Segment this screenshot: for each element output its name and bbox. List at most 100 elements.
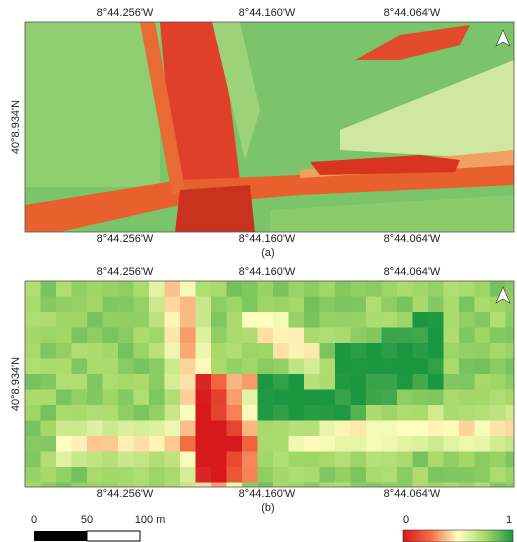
map-pixel xyxy=(506,359,517,375)
map-pixel xyxy=(211,328,227,344)
map-pixel xyxy=(165,297,181,313)
map-pixel xyxy=(320,467,336,483)
map-pixel xyxy=(320,421,336,437)
map-pixel xyxy=(180,405,196,421)
map-pixel xyxy=(56,405,72,421)
map-pixel xyxy=(320,359,336,375)
map-pixel xyxy=(351,483,367,499)
map-pixel xyxy=(149,281,165,297)
map-pixel xyxy=(41,312,57,328)
map-pixel xyxy=(459,343,475,359)
map-pixel xyxy=(134,452,150,468)
map-pixel xyxy=(428,405,444,421)
map-pixel xyxy=(428,467,444,483)
map-pixel xyxy=(366,483,382,499)
map-pixel xyxy=(149,421,165,437)
map-figure: 0 50 100 m 0 1 8°44.256'W8°44.160'W8°44.… xyxy=(0,0,517,542)
map-pixel xyxy=(490,374,506,390)
map-pixel xyxy=(180,343,196,359)
map-pixel xyxy=(382,467,398,483)
map-pixel xyxy=(335,343,351,359)
map-pixel xyxy=(134,405,150,421)
map-pixel xyxy=(475,281,491,297)
map-pixel xyxy=(444,436,460,452)
map-pixel xyxy=(180,281,196,297)
figure: 0 50 100 m 0 1 8°44.256'W8°44.160'W8°44.… xyxy=(0,0,517,542)
scale-label: 50 xyxy=(81,514,93,526)
map-pixel xyxy=(211,436,227,452)
map-pixel xyxy=(413,312,429,328)
map-pixel xyxy=(304,421,320,437)
map-pixel xyxy=(475,374,491,390)
map-pixel xyxy=(118,436,134,452)
map-pixel xyxy=(103,328,119,344)
map-pixel xyxy=(180,328,196,344)
map-pixel xyxy=(273,452,289,468)
map-pixel xyxy=(103,312,119,328)
map-pixel xyxy=(227,421,243,437)
map-pixel xyxy=(180,467,196,483)
map-pixel xyxy=(242,421,258,437)
map-pixel xyxy=(304,312,320,328)
scale-bar xyxy=(87,531,140,541)
map-pixel xyxy=(413,281,429,297)
map-pixel xyxy=(25,483,41,499)
map-pixel xyxy=(165,374,181,390)
map-pixel xyxy=(118,343,134,359)
map-pixel xyxy=(41,374,57,390)
map-pixel xyxy=(134,328,150,344)
map-pixel xyxy=(211,312,227,328)
map-pixel xyxy=(149,390,165,406)
map-pixel xyxy=(258,281,274,297)
map-pixel xyxy=(165,328,181,344)
map-pixel xyxy=(134,467,150,483)
map-pixel xyxy=(165,343,181,359)
map-pixel xyxy=(258,421,274,437)
map-pixel xyxy=(351,328,367,344)
map-pixel xyxy=(475,452,491,468)
map-pixel xyxy=(103,405,119,421)
map-pixel xyxy=(459,436,475,452)
map-pixel xyxy=(428,312,444,328)
map-pixel xyxy=(41,359,57,375)
map-pixel xyxy=(335,297,351,313)
map-pixel xyxy=(165,452,181,468)
map-pixel xyxy=(304,467,320,483)
map-pixel xyxy=(506,436,517,452)
map-pixel xyxy=(196,359,212,375)
map-pixel xyxy=(103,421,119,437)
map-pixel xyxy=(227,436,243,452)
map-pixel xyxy=(506,312,517,328)
map-pixel xyxy=(180,390,196,406)
map-pixel xyxy=(87,359,103,375)
map-pixel xyxy=(56,297,72,313)
map-pixel xyxy=(149,436,165,452)
map-pixel xyxy=(242,281,258,297)
map-pixel xyxy=(506,343,517,359)
map-pixel xyxy=(242,374,258,390)
map-pixel xyxy=(304,390,320,406)
map-pixel xyxy=(87,421,103,437)
map-pixel xyxy=(134,359,150,375)
map-pixel xyxy=(41,467,57,483)
map-pixel xyxy=(335,421,351,437)
map-pixel xyxy=(72,436,88,452)
map-pixel xyxy=(227,297,243,313)
map-pixel xyxy=(397,297,413,313)
map-pixel xyxy=(196,374,212,390)
map-pixel xyxy=(258,467,274,483)
map-pixel xyxy=(87,328,103,344)
map-pixel xyxy=(103,374,119,390)
map-pixel xyxy=(41,436,57,452)
map-pixel xyxy=(258,297,274,313)
map-pixel xyxy=(444,421,460,437)
longitude-label: 8°44.256'W xyxy=(97,7,154,19)
map-pixel xyxy=(41,297,57,313)
map-pixel xyxy=(25,312,41,328)
map-pixel xyxy=(87,452,103,468)
longitude-label: 8°44.160'W xyxy=(239,488,296,500)
map-pixel xyxy=(289,328,305,344)
map-pixel xyxy=(242,436,258,452)
map-pixel xyxy=(366,405,382,421)
map-pixel xyxy=(103,343,119,359)
